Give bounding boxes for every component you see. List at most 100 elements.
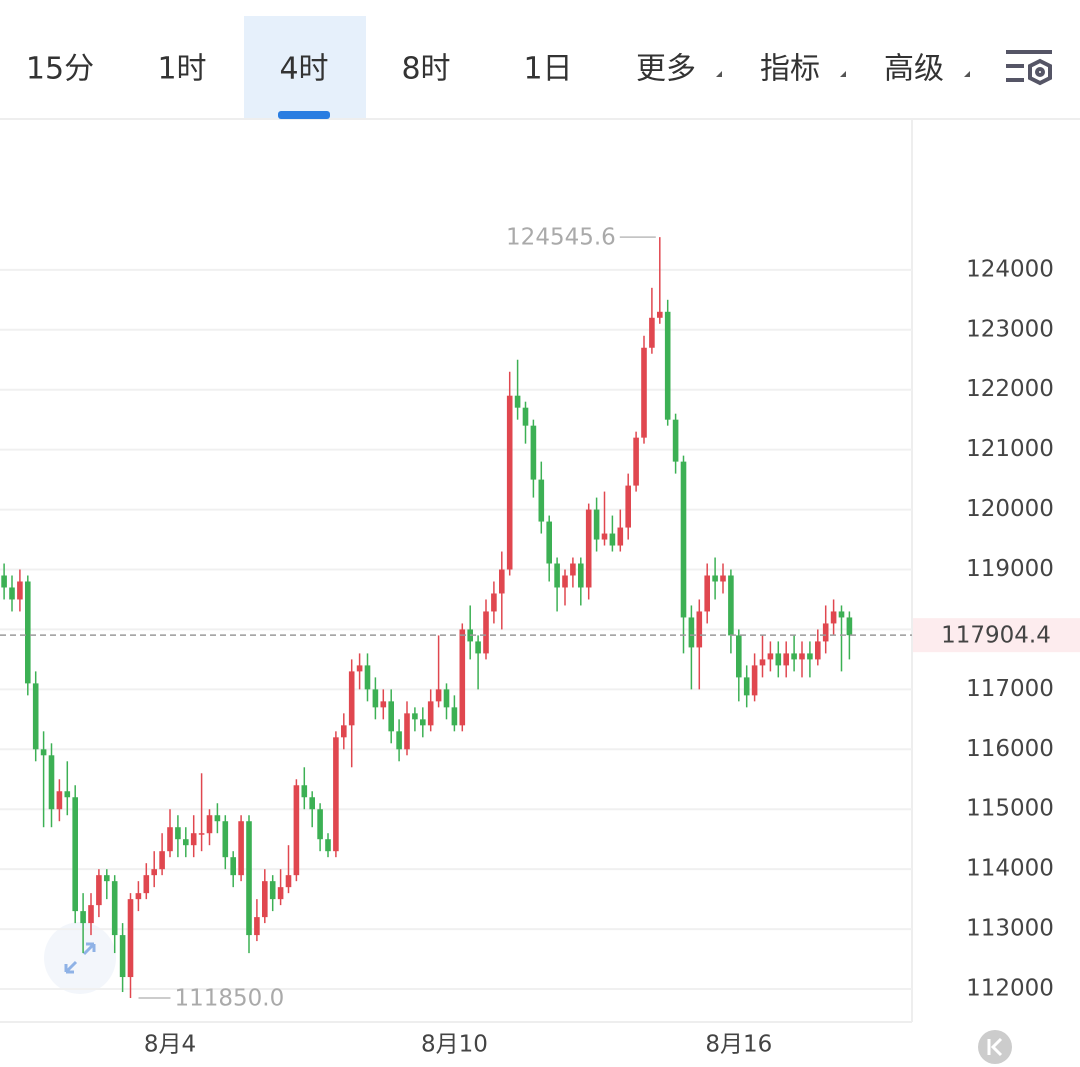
candle-body [846,617,853,636]
candle-body [672,419,679,462]
candle-body [111,881,118,936]
candle-body [412,713,418,720]
y-tick-label: 124000 [966,256,1054,282]
candle-body [625,485,631,528]
candle-body [64,791,71,798]
y-tick-label: 123000 [966,316,1054,342]
candle-body [254,917,260,936]
candle-body [530,425,537,480]
candle-body [72,797,78,912]
candle-body [1,575,7,588]
candle-body [751,665,758,696]
timeframe-tab[interactable]: 1时 [157,52,206,87]
max-label: 124545.6 [506,225,616,251]
candle-body [601,533,608,540]
candle-body [696,611,703,648]
candle-body [285,875,292,888]
candle-body [743,677,750,696]
candle-body [593,509,600,540]
candle-body [499,569,505,594]
candle-body [175,827,181,840]
candle-body [830,611,837,624]
candle-body [617,527,624,546]
candle-body [222,821,229,858]
candle-body [791,653,797,660]
timeframe-tab[interactable]: 8时 [401,52,450,87]
candle-body [198,833,205,835]
candle-body [570,563,576,576]
candle-body [427,701,434,726]
candle-body [822,623,829,642]
candle-body [609,533,616,546]
y-tick-label: 113000 [966,916,1054,942]
y-tick-label: 114000 [966,856,1054,882]
candle-body [206,815,213,834]
y-tick-label: 112000 [966,976,1054,1002]
candle-body [459,629,466,726]
candle-body [380,701,387,708]
candle-body [657,311,663,318]
candle-body [341,725,347,738]
settings-icon[interactable] [1006,50,1052,86]
candle-body [356,665,363,672]
candle-body [127,899,134,978]
timeframe-tab[interactable]: 4时 [279,52,328,87]
y-tick-label: 119000 [966,556,1054,582]
candle-body [9,587,15,600]
candle-body [538,479,545,522]
candle-body [388,701,394,732]
timeframe-tab[interactable]: 1日 [523,52,572,87]
candle-body [483,611,489,654]
candle-body [704,575,710,612]
last-price-label: 117904.4 [941,623,1051,649]
candle-body [17,581,23,600]
timeframe-tab[interactable]: 15分 [26,52,94,87]
candle-body [728,575,734,636]
min-label: 111850.0 [175,986,285,1012]
timeframe-tab[interactable]: 更多 [636,52,696,87]
candle-body [475,641,481,654]
active-tab-bg [244,16,366,118]
y-tick-label: 122000 [966,376,1054,402]
y-tick-label: 120000 [966,496,1054,522]
candle-body [309,797,315,810]
scroll-end-button[interactable] [978,1030,1012,1064]
x-tick-label: 8月10 [421,1032,488,1058]
candle-body [585,509,592,588]
candle-body [48,755,55,810]
timeframe-tab[interactable]: 高级 [884,52,944,87]
candle-body [404,713,410,750]
candle-body [815,641,821,660]
candle-body [56,791,63,810]
candle-body [167,827,173,852]
candle-body [443,689,450,708]
candle-body [720,575,726,582]
candle-body [775,653,782,666]
candle-body [680,461,687,618]
candle-body [301,785,308,798]
x-tick-label: 8月4 [144,1032,196,1058]
candle-body [325,839,331,852]
dropdown-caret [840,71,846,77]
candle-body [799,653,805,660]
candle-body [664,311,671,420]
candle-body [783,653,789,666]
y-tick-label: 121000 [966,436,1054,462]
candle-body [143,875,150,894]
dropdown-caret [964,71,970,77]
candle-body [246,821,252,936]
candle-body [40,749,47,756]
candle-body [317,809,323,840]
candle-body [333,737,339,852]
candle-body [506,395,513,570]
candle-body [435,689,442,702]
candle-body [151,869,157,876]
expand-button[interactable] [44,922,116,994]
candle-body [238,821,244,876]
candle-body [372,689,379,708]
y-tick-label: 115000 [966,796,1054,822]
candle-body [25,581,31,684]
candle-body [159,851,165,870]
timeframe-tab[interactable]: 指标 [760,52,820,87]
